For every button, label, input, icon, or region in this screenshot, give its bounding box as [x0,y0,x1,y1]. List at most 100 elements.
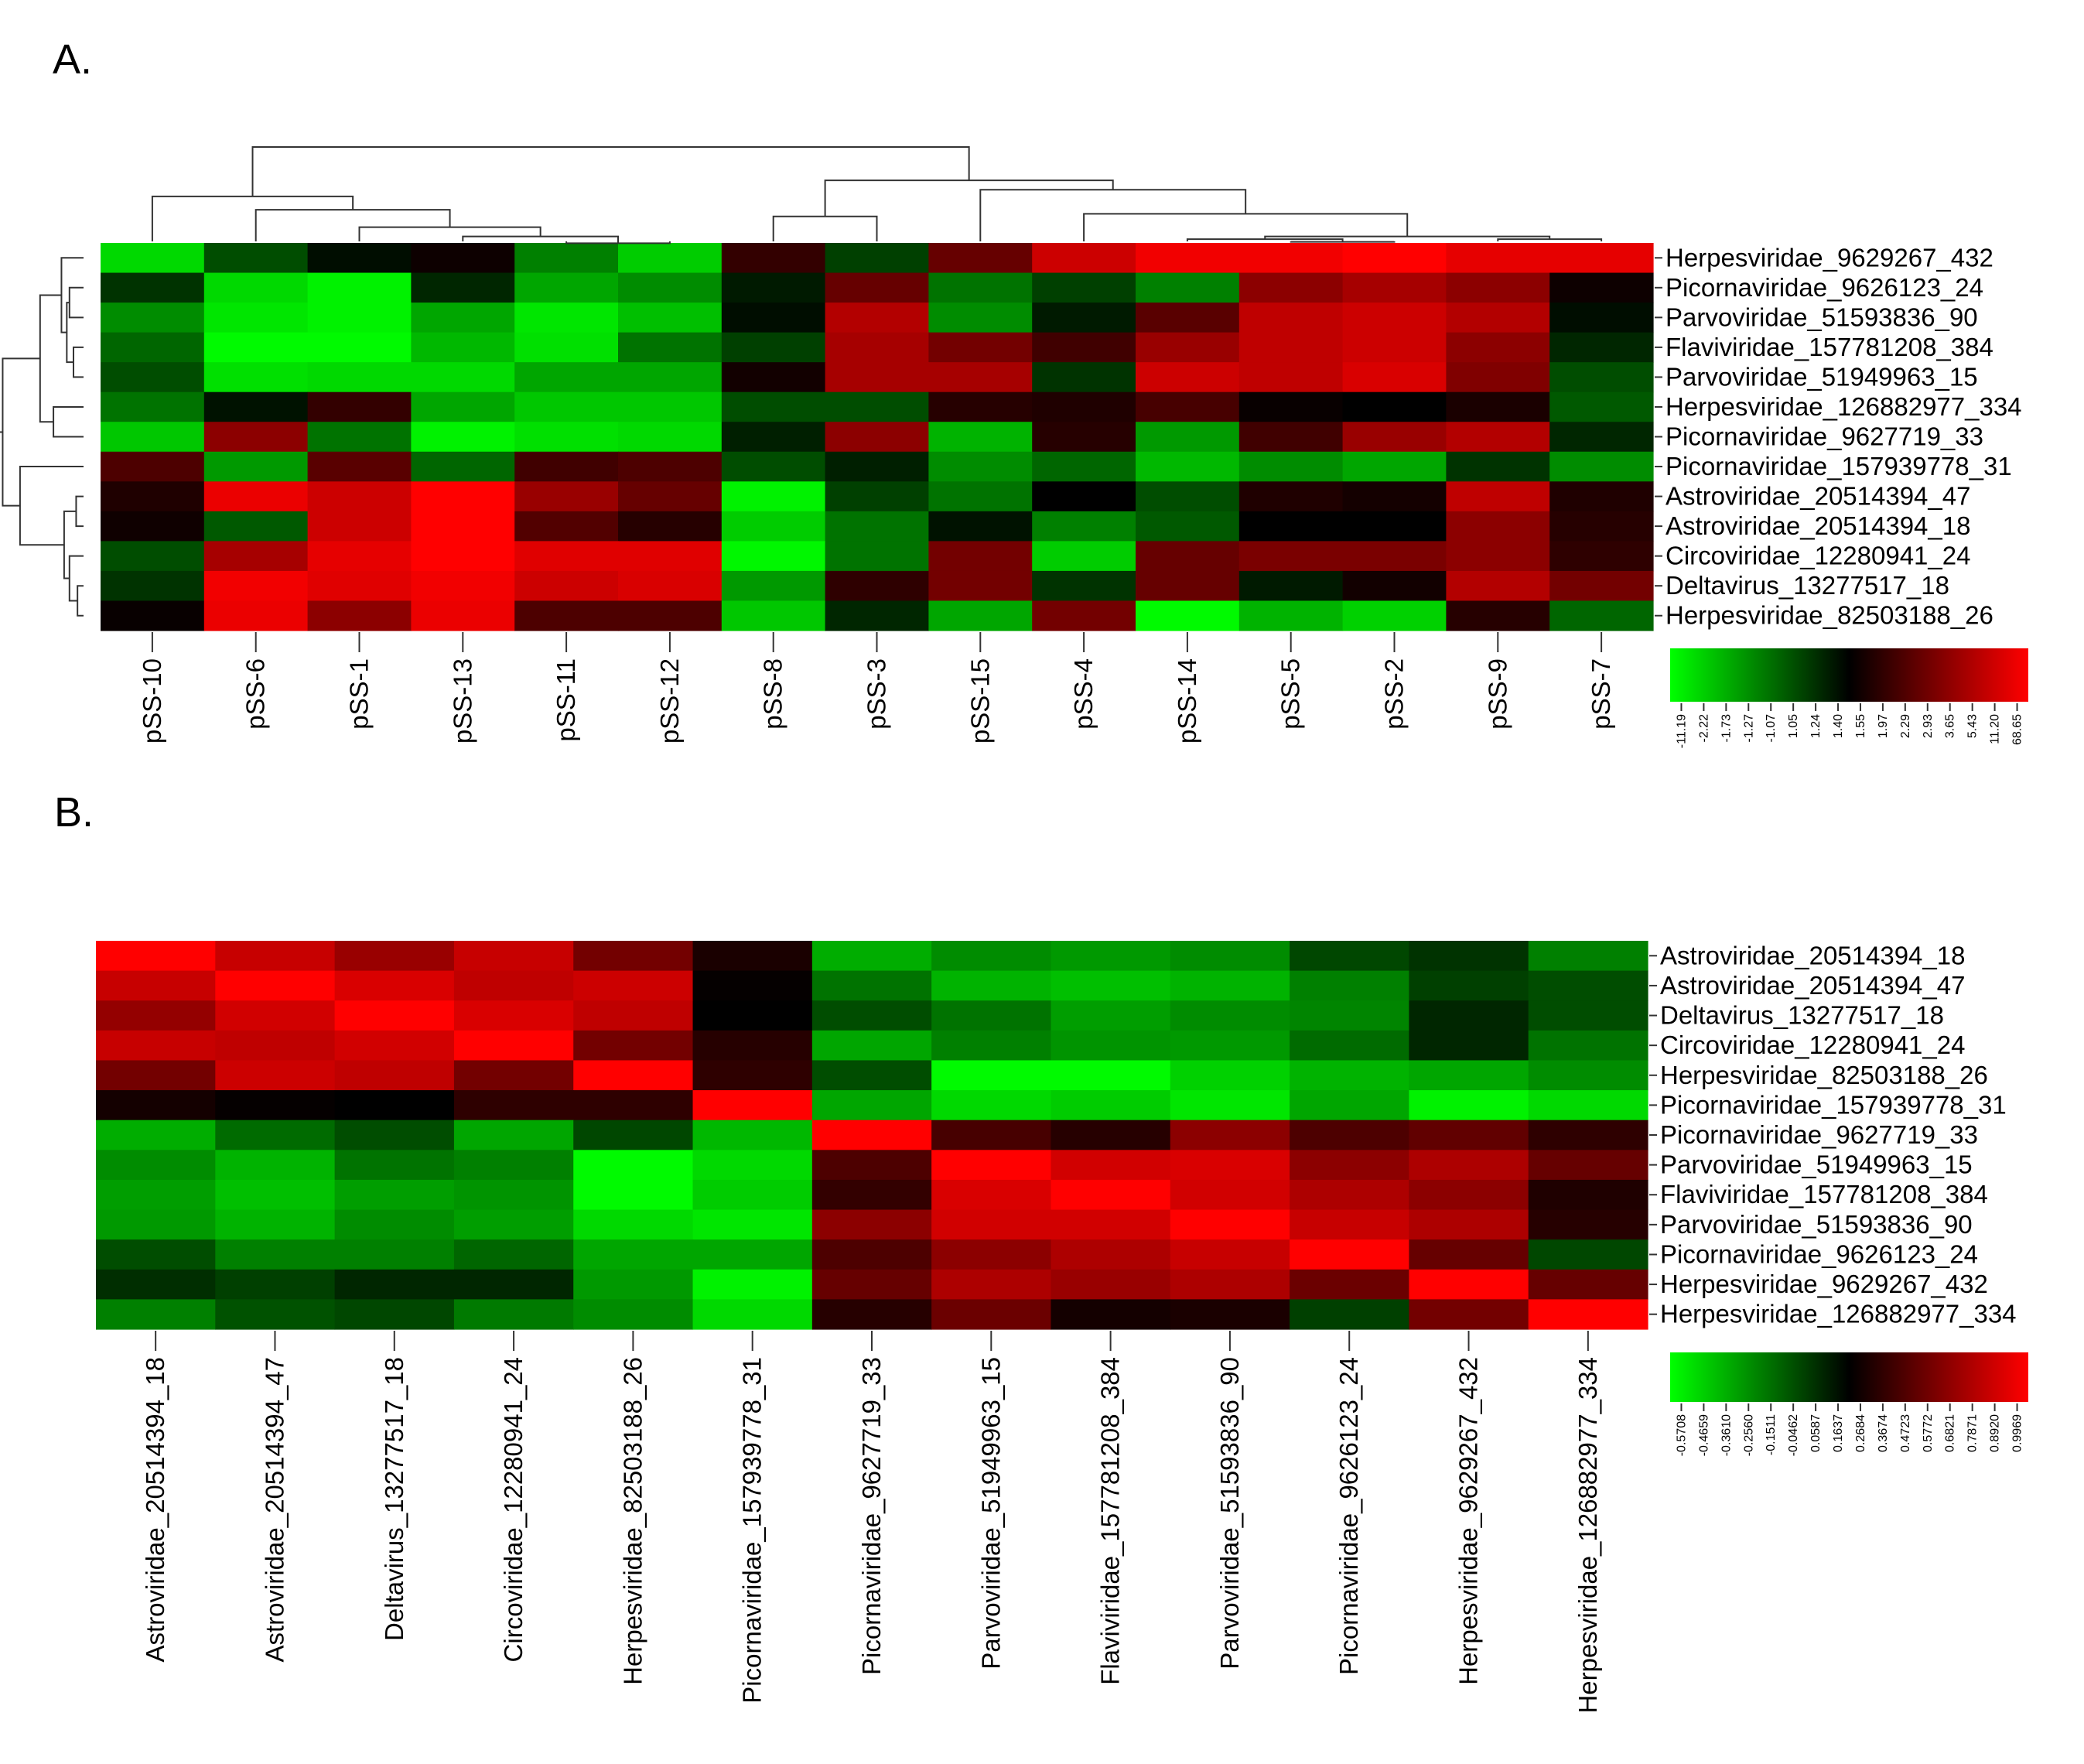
heatmap-cell [1290,1209,1409,1240]
column-label: pSS-4 [1069,658,1098,730]
colorbar-tick-label: 11.20 [1989,714,2002,744]
heatmap-cell [96,1030,216,1061]
heatmap-cell [931,1150,1052,1181]
heatmap-cell [721,362,826,393]
heatmap-cell [1549,511,1654,542]
heatmap-cell [1409,1179,1529,1211]
heatmap-cell [334,1209,455,1240]
heatmap-cell [411,332,515,363]
heatmap-cell [96,941,216,972]
heatmap-cell [101,511,205,542]
heatmap-cell [692,1209,813,1240]
heatmap-cell [1409,1060,1529,1091]
heatmap-cell [96,1060,216,1091]
heatmap-cell [411,481,515,512]
heatmap-cell [825,481,929,512]
dendrogram-branch [39,294,62,423]
heatmap-cell [215,1090,336,1121]
heatmap-cell [931,1030,1052,1061]
heatmap-cell [825,362,929,393]
colorbar-tick-label: -0.1511 [1765,1414,1778,1455]
colorbar-tick-label: 0.1637 [1832,1414,1845,1452]
heatmap-cell [514,303,619,333]
heatmap-cell [1528,1000,1648,1031]
heatmap-cell [1409,1269,1529,1300]
row-label: Picornaviridae_157939778_31 [1665,452,2012,480]
heatmap-cell [811,1269,932,1300]
heatmap-cell [692,1030,813,1061]
heatmap-cell [928,511,1033,542]
column-label: pSS-15 [965,658,994,744]
heatmap-cell [1238,272,1344,303]
heatmap-cell [811,1000,932,1031]
heatmap-cell [1409,1030,1529,1061]
heatmap-cell [1342,243,1447,274]
colorbar-tick-label: -11.19 [1675,714,1688,748]
row-label: Picornaviridae_157939778_31 [1660,1090,2007,1119]
heatmap-cell [928,391,1033,422]
heatmap-cell [215,1239,336,1270]
column-label: Picornaviridae_9627719_33 [857,1357,886,1675]
heatmap-cell [514,272,619,303]
heatmap-cell [1342,422,1447,453]
heatmap-cell [825,391,929,422]
heatmap-cell [1032,332,1136,363]
heatmap-cell [928,422,1033,453]
dendrogram-branch [75,495,84,528]
heatmap-cell [1409,970,1529,1001]
heatmap-cell [928,243,1033,274]
heatmap-cell [334,970,455,1001]
heatmap-cell [1290,1000,1409,1031]
heatmap-cell [618,272,723,303]
heatmap-cell [203,451,309,482]
heatmap-cell [825,541,929,572]
heatmap-cell [1051,1000,1171,1031]
heatmap-cell [1342,391,1447,422]
column-label: Astroviridae_20514394_47 [260,1357,289,1662]
heatmap-cell [825,422,929,453]
heatmap-cell [928,600,1033,631]
heatmap-cell [1238,243,1344,274]
heatmap-cell [1528,1030,1648,1061]
row-label: Herpesviridae_82503188_26 [1660,1061,1988,1089]
heatmap-cell [101,243,205,274]
heatmap-cell [1032,511,1136,542]
heatmap-cell [307,362,412,393]
column-label: Picornaviridae_9626123_24 [1334,1357,1363,1675]
heatmap-cell [618,362,723,393]
column-label: Picornaviridae_157939778_31 [738,1357,767,1704]
heatmap-cell [215,1299,336,1330]
heatmap-cell [1446,243,1550,274]
heatmap-cell [453,1179,574,1211]
heatmap-cell [411,511,515,542]
heatmap-cell [1032,362,1136,393]
dendrogram-branch [68,286,84,319]
heatmap-cell [514,422,619,453]
heatmap-cell [1170,1269,1290,1300]
column-label: pSS-6 [241,658,270,730]
heatmap-cell [334,941,455,972]
heatmap-cell [1342,511,1447,542]
heatmap-cell [721,422,826,453]
heatmap-cell [1238,511,1344,542]
column-label: pSS-3 [863,658,891,730]
heatmap-cell [203,570,309,602]
heatmap-cell [618,570,723,602]
heatmap-cell [1528,1150,1648,1181]
dendrogram-branch [979,189,1247,241]
heatmap-cell [101,332,205,363]
row-label: Flaviviridae_157781208_384 [1665,333,1993,361]
heatmap-cell [1051,1030,1171,1061]
colorbar-tick-label: 1.40 [1832,714,1845,738]
heatmap-cell [1136,570,1240,602]
heatmap-cell [215,941,336,972]
heatmap-cell [721,272,826,303]
colorbar-tick-label: 0.6821 [1944,1414,1957,1452]
heatmap-cell [1528,1269,1648,1300]
column-label: Herpesviridae_9629267_432 [1454,1357,1483,1685]
heatmap-cell [721,570,826,602]
heatmap-cell [811,970,932,1001]
heatmap-cell [811,1090,932,1121]
heatmap-cell [1290,1179,1409,1211]
heatmap-cell [618,243,723,274]
